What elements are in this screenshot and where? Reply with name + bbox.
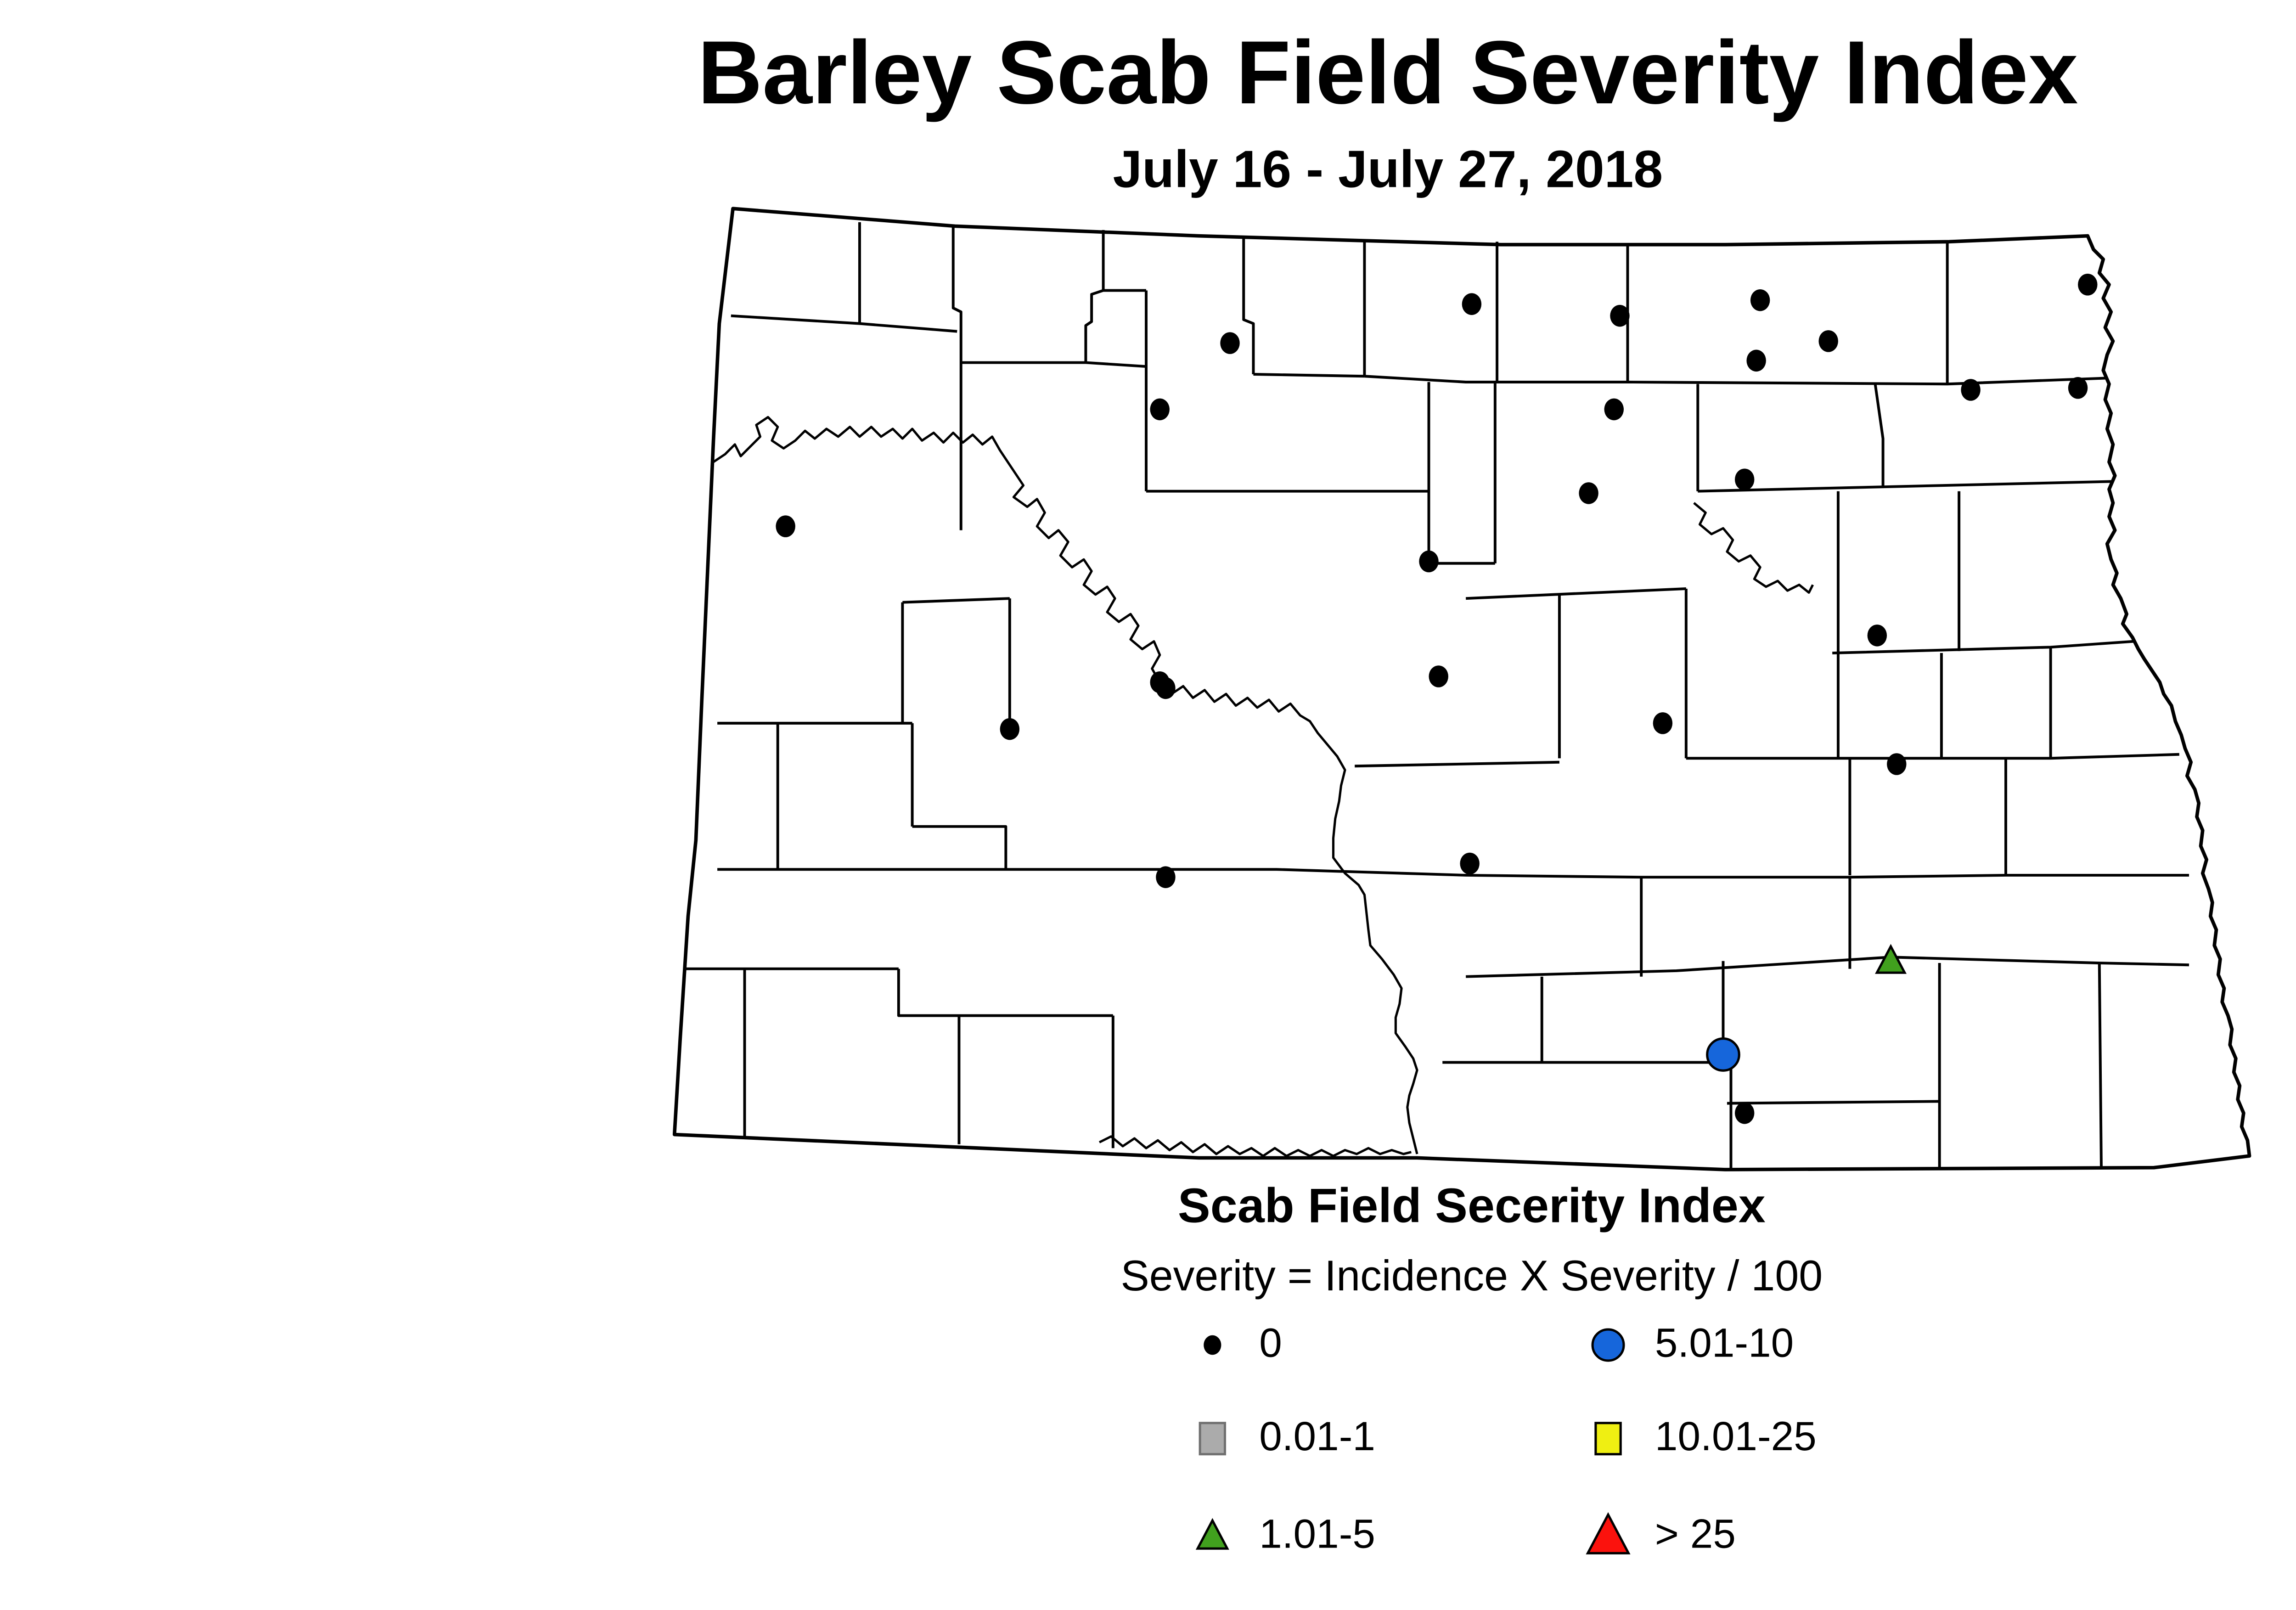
marker-dot [1150,398,1170,421]
legend-square-icon [1594,1422,1622,1456]
field-markers [776,273,2098,1124]
marker-triangle [1875,944,1907,974]
marker-dot [2068,377,2088,399]
legend-triangle-icon [1586,1512,1631,1554]
marker-dot [1000,718,1020,740]
page-subtitle: July 16 - July 27, 2018 [1113,140,1663,199]
marker-dot [1818,330,1838,352]
legend-item-label: 0 [1259,1322,1282,1367]
marker-dot [1746,349,1766,372]
marker-circle [1706,1037,1740,1072]
marker-dot [1734,1102,1755,1124]
legend-triangle-icon [1195,1518,1229,1550]
county-lines [686,222,2189,1170]
marker-dot [2078,273,2098,296]
marker-dot [1460,852,1480,875]
marker-dot [1750,289,1770,311]
legend-formula: Severity = Incidence X Severity / 100 [1120,1251,1823,1300]
legend-circle-icon [1591,1328,1625,1362]
marker-dot [1156,677,1176,699]
page-title: Barley Scab Field Severity Index [698,21,2078,123]
cannonball-river [1098,1135,1412,1157]
marker-dot [1867,625,1887,647]
marker-dot [1579,482,1598,504]
legend-item-label: 5.01-10 [1654,1322,1794,1367]
devils-lake [1693,502,1814,594]
state-outline [672,207,2251,1171]
missouri-river [713,416,1418,1154]
legend-title: Scab Field Secerity Index [1177,1179,1766,1234]
legend-item-label: 1.01-5 [1259,1513,1375,1558]
marker-dot [1220,332,1240,354]
marker-dot [1610,304,1630,327]
marker-dot [1419,550,1439,573]
legend-square-icon [1199,1422,1227,1456]
marker-dot [1887,753,1907,775]
marker-dot [1604,398,1624,421]
legend-item-label: 0.01-1 [1259,1415,1375,1460]
legend-item-label: > 25 [1654,1513,1736,1558]
legend-dot-icon [1204,1335,1221,1355]
marker-dot [776,515,795,537]
marker-dot [1653,712,1673,734]
marker-dot [1734,468,1755,491]
marker-dot [1462,293,1482,315]
marker-dot [1156,866,1176,888]
legend-item-label: 10.01-25 [1654,1415,1817,1460]
marker-dot [1961,379,1981,401]
marker-dot [1429,665,1448,687]
rivers [713,416,1814,1157]
